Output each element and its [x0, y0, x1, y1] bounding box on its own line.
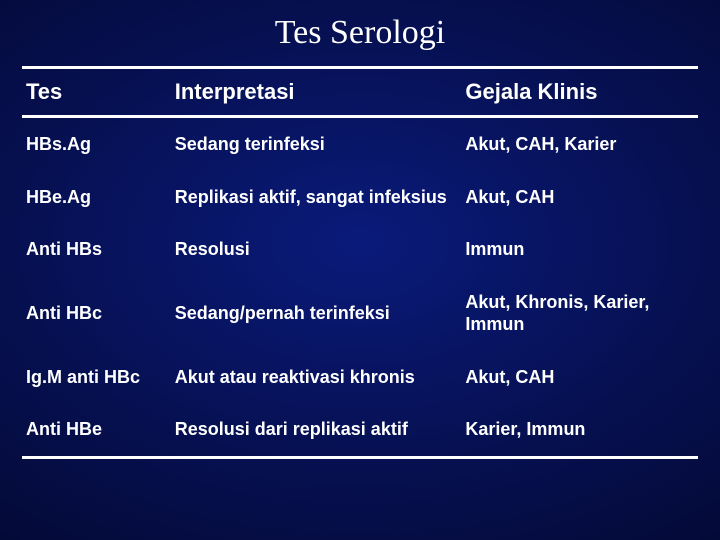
- cell-gejala: Akut, CAH: [461, 351, 698, 404]
- cell-tes: Anti HBe: [22, 403, 171, 457]
- table-row: HBs.Ag Sedang terinfeksi Akut, CAH, Kari…: [22, 117, 698, 171]
- table-row: HBe.Ag Replikasi aktif, sangat infeksius…: [22, 171, 698, 224]
- slide-title: Tes Serologi: [22, 14, 698, 52]
- cell-interpretasi: Resolusi dari replikasi aktif: [171, 403, 462, 457]
- cell-gejala: Akut, Khronis, Karier, Immun: [461, 276, 698, 351]
- cell-gejala: Akut, CAH: [461, 171, 698, 224]
- cell-gejala: Akut, CAH, Karier: [461, 117, 698, 171]
- cell-interpretasi: Sedang terinfeksi: [171, 117, 462, 171]
- cell-tes: Anti HBc: [22, 276, 171, 351]
- slide: Tes Serologi Tes Interpretasi Gejala Kli…: [0, 0, 720, 540]
- cell-tes: Ig.M anti HBc: [22, 351, 171, 404]
- cell-interpretasi: Replikasi aktif, sangat infeksius: [171, 171, 462, 224]
- table-row: Anti HBe Resolusi dari replikasi aktif K…: [22, 403, 698, 457]
- table-row: Anti HBs Resolusi Immun: [22, 223, 698, 276]
- table-row: Anti HBc Sedang/pernah terinfeksi Akut, …: [22, 276, 698, 351]
- cell-tes: HBs.Ag: [22, 117, 171, 171]
- cell-interpretasi: Akut atau reaktivasi khronis: [171, 351, 462, 404]
- col-header-interpretasi: Interpretasi: [171, 68, 462, 117]
- cell-gejala: Karier, Immun: [461, 403, 698, 457]
- cell-gejala: Immun: [461, 223, 698, 276]
- col-header-tes: Tes: [22, 68, 171, 117]
- cell-tes: HBe.Ag: [22, 171, 171, 224]
- table-header-row: Tes Interpretasi Gejala Klinis: [22, 68, 698, 117]
- col-header-gejala: Gejala Klinis: [461, 68, 698, 117]
- cell-tes: Anti HBs: [22, 223, 171, 276]
- table-row: Ig.M anti HBc Akut atau reaktivasi khron…: [22, 351, 698, 404]
- cell-interpretasi: Resolusi: [171, 223, 462, 276]
- serology-table: Tes Interpretasi Gejala Klinis HBs.Ag Se…: [22, 66, 698, 459]
- cell-interpretasi: Sedang/pernah terinfeksi: [171, 276, 462, 351]
